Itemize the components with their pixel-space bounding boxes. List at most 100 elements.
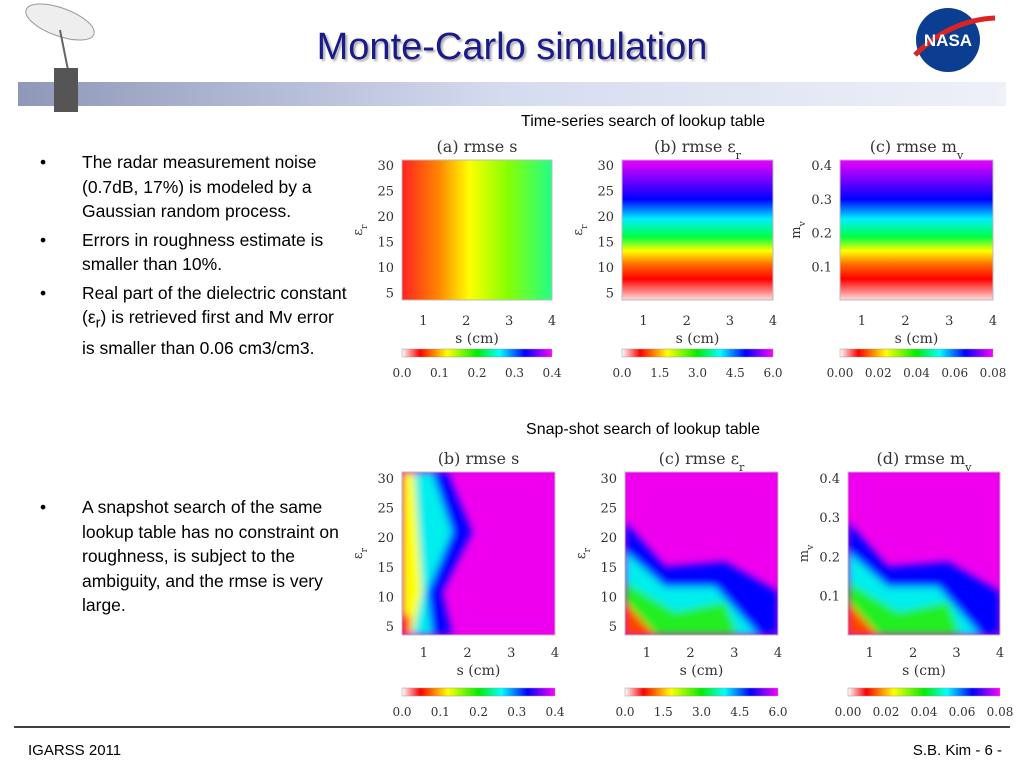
text-run: (b) rmse ε [654, 137, 736, 156]
colorbar [621, 348, 774, 358]
panel-title: (b) rmse εr [654, 137, 742, 162]
heatmap-fill [840, 160, 993, 300]
blob [625, 582, 738, 635]
y-tick-label: 0.3 [819, 511, 840, 526]
y-tick-label: 25 [600, 502, 617, 517]
y-tick-label: 30 [377, 159, 394, 174]
blob [402, 472, 422, 635]
colorbar-tick-label: 0.3 [507, 705, 526, 719]
footer-right: S.B. Kim - 6 - [912, 742, 1002, 759]
colorbar-tick-label: 0.4 [542, 366, 561, 380]
blob [625, 602, 655, 635]
heatmap-image [402, 160, 552, 300]
x-tick-label: 1 [419, 314, 427, 329]
bullet-text: A snapshot search of the same lookup tab… [82, 497, 339, 615]
heatmap: (b) rmse s 30 25 20 15 10 5 εr 1 2 3 4 s (cm) 0.0 0.1 0… [351, 449, 565, 719]
y-axis-label: εr [351, 547, 370, 559]
x-tick-label: 1 [420, 646, 428, 661]
panel-title: (b) rmse s [438, 449, 520, 468]
y-tick-label: 10 [377, 261, 394, 276]
x-tick-label: 2 [463, 646, 471, 661]
heatmap-frame [401, 471, 556, 636]
x-tick-label: 2 [686, 646, 694, 661]
colorbar-tick-label: 0.1 [430, 366, 449, 380]
bullet-text: Errors in roughness estimate is smaller … [82, 229, 324, 275]
colorbar-tick-label: 0.04 [903, 366, 930, 380]
text-run: m [797, 550, 812, 562]
colorbar-tick-label: 0.0 [615, 705, 634, 719]
colorbar-tick-label: 0.00 [827, 366, 854, 380]
subscript: r [736, 149, 742, 162]
blob [848, 522, 1000, 635]
blob [625, 522, 778, 635]
x-tick-label: 1 [858, 314, 866, 329]
bullet-text: ) is retrieved first and Mv error is sma… [82, 307, 334, 358]
colorbar [624, 687, 779, 697]
heatmap-blobs [848, 522, 1000, 635]
blob [402, 615, 410, 635]
heatmap-frame [847, 471, 1001, 636]
panel-title: (d) rmse mv [877, 449, 973, 474]
x-tick-label: 1 [643, 646, 651, 661]
y-tick-label: 20 [600, 531, 617, 546]
text-run: ε [351, 229, 366, 236]
colorbar-tick-label: 0.4 [545, 705, 564, 719]
blob [848, 602, 878, 635]
x-axis-label: s (cm) [680, 663, 724, 679]
x-tick-label: 3 [505, 314, 513, 329]
colorbar-tick-label: 0.1 [431, 705, 450, 719]
y-axis-label: εr [574, 547, 593, 559]
y-tick-label: 0.4 [819, 472, 840, 487]
blob [848, 582, 960, 635]
x-tick-label: 3 [507, 646, 515, 661]
bullet-text: The radar measurement noise (0.7dB, 17%)… [82, 152, 317, 221]
heatmap-fill [622, 160, 773, 300]
header-bar [18, 82, 1006, 106]
colorbar-tick-label: 0.04 [911, 705, 938, 719]
heatmap-blobs [625, 522, 778, 635]
y-tick-label: 25 [377, 502, 394, 517]
subscript: r [739, 461, 745, 474]
x-axis-label: s (cm) [457, 663, 501, 679]
colorbar [401, 687, 556, 697]
bullet: The radar measurement noise (0.7dB, 17%)… [40, 150, 350, 224]
colorbar-tick-label: 1.5 [654, 705, 673, 719]
colorbar-tick-label: 0.2 [469, 705, 488, 719]
x-tick-label: 2 [909, 646, 917, 661]
x-tick-label: 4 [989, 314, 997, 329]
y-axis-label: mv [789, 220, 808, 238]
blob [848, 552, 980, 635]
colorbar [839, 348, 994, 358]
subscript: v [964, 461, 972, 474]
y-tick-label: 25 [597, 185, 614, 200]
colorbar-tick-label: 0.06 [949, 705, 976, 719]
heatmap-image [622, 160, 773, 300]
text-run: m [789, 226, 804, 238]
panel-title: (c) rmse εr [659, 449, 745, 474]
text-run: (c) rmse m [870, 137, 957, 156]
text-run: (b) rmse s [438, 449, 520, 468]
heatmap-fill [848, 472, 1000, 635]
x-axis-label: s (cm) [676, 331, 720, 347]
bullet: A snapshot search of the same lookup tab… [40, 495, 350, 618]
x-tick-label: 3 [730, 646, 738, 661]
colorbar [401, 348, 553, 358]
x-axis-label: s (cm) [455, 331, 499, 347]
y-tick-label: 20 [377, 210, 394, 225]
y-tick-label: 0.4 [811, 159, 832, 174]
text-run: (c) rmse ε [659, 449, 739, 468]
y-tick-label: 30 [377, 472, 394, 487]
x-tick-label: 3 [726, 314, 734, 329]
heatmap: (a) rmse s 30 25 20 15 10 5 εr 1 2 3 4 s (cm) 0.0 0.1 0… [351, 137, 562, 380]
bullet-list: The radar measurement noise (0.7dB, 17%)… [40, 150, 350, 365]
heatmap-image [840, 160, 993, 300]
x-tick-label: 1 [866, 646, 874, 661]
y-tick-label: 5 [386, 286, 394, 301]
colorbar-tick-label: 0.3 [505, 366, 524, 380]
